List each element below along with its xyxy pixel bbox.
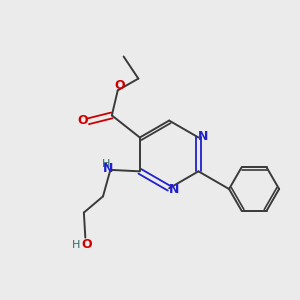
Text: H: H (101, 159, 110, 169)
Text: O: O (114, 79, 124, 92)
Text: N: N (169, 183, 179, 196)
Text: O: O (82, 238, 92, 250)
Text: H: H (71, 240, 80, 250)
Text: O: O (78, 114, 88, 127)
Text: N: N (103, 163, 113, 176)
Text: N: N (198, 130, 208, 143)
